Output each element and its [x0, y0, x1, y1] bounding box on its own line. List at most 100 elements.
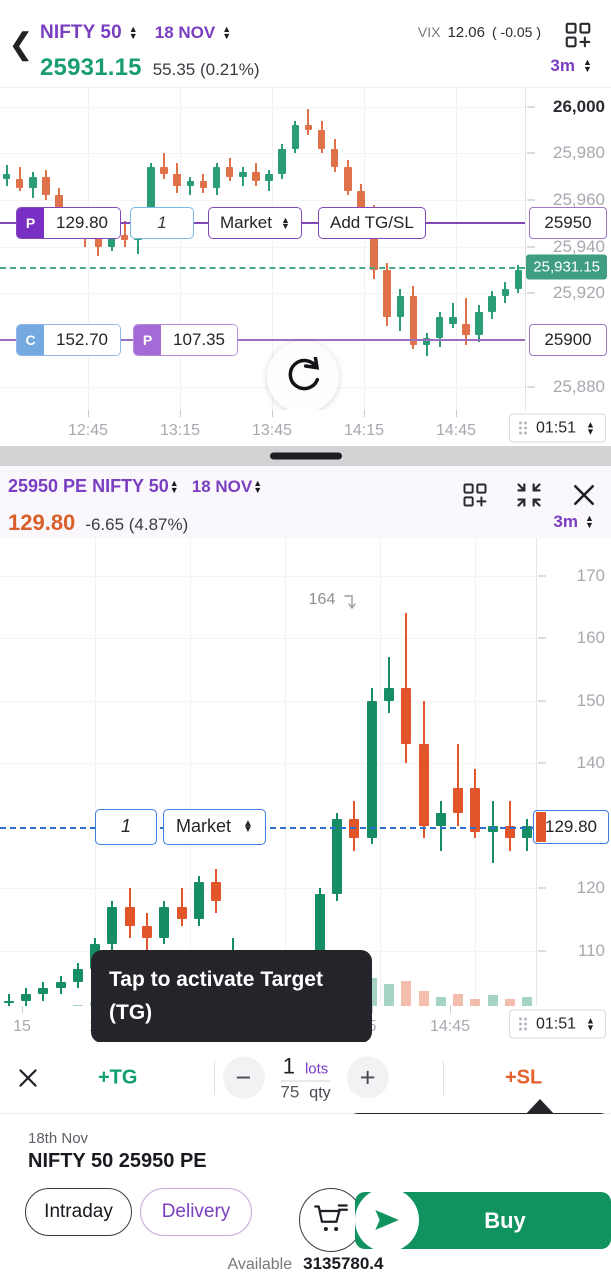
tooltip-arrow: [525, 1099, 555, 1115]
chart-time-pill[interactable]: 01:51 ▲ ▼: [508, 413, 606, 443]
volume-bar: [453, 993, 464, 1013]
option-price-row: 129.80 -6.65 (4.87%): [8, 510, 188, 536]
order-line[interactable]: [0, 339, 525, 341]
call-premium-value[interactable]: 152.70: [44, 325, 120, 355]
order-price-chip[interactable]: P 129.80: [16, 207, 121, 240]
y-axis-label: 160: [576, 628, 605, 647]
option-order-type-chevron-icon[interactable]: ▲ ▼: [243, 817, 253, 835]
lots-label: lots: [304, 1060, 329, 1077]
y-axis-tick: [538, 950, 546, 951]
order-type-chevron-icon[interactable]: ▲ ▼: [280, 215, 290, 232]
back-chevron-icon[interactable]: ❮: [8, 28, 34, 61]
current-price-marker: [536, 811, 546, 842]
order-instrument: NIFTY 50 25950 PE: [28, 1150, 207, 1172]
option-timeframe-selector[interactable]: 3m ▲ ▼: [553, 512, 595, 532]
order-tag-p2: P: [134, 325, 161, 355]
option-order-qty-chip[interactable]: 1: [95, 808, 157, 845]
top-chart-time-axis: 01:51 ▲ ▼ 12:45 13:15 13:45 14:15 14:45: [0, 410, 611, 446]
symbol-chevron-icon[interactable]: ▲ ▼: [128, 24, 138, 41]
y-axis-tick: [538, 887, 546, 889]
volume-bar: [435, 997, 446, 1013]
order-price-axis-tag-2[interactable]: 25900: [529, 324, 607, 356]
y-axis-label: 25,880: [553, 376, 605, 396]
order-type-chip[interactable]: Market ▲ ▼: [208, 207, 302, 240]
option-chart-plot[interactable]: 164 1 Market ▲ ▼: [0, 538, 536, 1013]
expiry-chevron-icon[interactable]: ▲ ▼: [222, 24, 232, 41]
product-intraday-button[interactable]: Intraday: [25, 1188, 132, 1236]
option-chart-price-axis[interactable]: 170 160 150 140 120 110 129.80: [533, 538, 611, 1013]
timeframe-selector[interactable]: 3m ▲ ▼: [550, 56, 593, 76]
close-tgsl-icon[interactable]: [8, 1058, 48, 1098]
drag-handle[interactable]: [269, 452, 342, 460]
top-chart-plot[interactable]: P 129.80 1 Market ▲ ▼ Add TG/SL C 152.70 P 107.35: [0, 88, 525, 410]
y-axis-label: 25,960: [553, 190, 605, 209]
option-symbol-chevron-icon[interactable]: ▲ ▼: [169, 477, 179, 495]
volume-bar: [470, 998, 481, 1013]
volume-bar: [487, 995, 498, 1013]
x-axis-tick: [272, 410, 273, 417]
volume-bar: [384, 984, 395, 1013]
y-axis-tick: [527, 106, 535, 108]
increase-quantity-button[interactable]: +: [346, 1056, 389, 1099]
order-premium-value[interactable]: 129.80: [44, 208, 120, 239]
top-chart-price-axis[interactable]: 26,000 25,980 25,960 25,940 25,920 25,880 25,9…: [525, 88, 611, 410]
x-axis-label: 13:15: [159, 422, 201, 439]
x-axis-label: 15: [13, 1018, 31, 1035]
drag-dots-icon: [518, 421, 527, 435]
grid-plus-icon[interactable]: [563, 20, 593, 50]
option-order-type-label: Market: [176, 816, 232, 837]
option-expiry-chevron-icon[interactable]: ▲ ▼: [253, 477, 263, 495]
quantity-display[interactable]: 1 lots 75 qty: [280, 1053, 331, 1102]
target-tooltip-text: Tap to activate Target (TG): [109, 968, 323, 1024]
volume-bar: [418, 990, 429, 1013]
collapse-icon[interactable]: [515, 481, 543, 514]
order-qty-chip[interactable]: 1: [130, 207, 194, 240]
top-price-chart[interactable]: P 129.80 1 Market ▲ ▼ Add TG/SL C 152.70 P 107.35 …: [0, 88, 611, 410]
y-axis-label: 26,000: [553, 96, 605, 116]
price-row: 25931.15 55.35 (0.21%): [40, 54, 260, 82]
vix-value: 12.06: [447, 24, 485, 41]
y-axis-label: 25,980: [553, 143, 605, 163]
option-expiry-label[interactable]: 18 NOV: [191, 476, 253, 496]
price-change: 55.35 (0.21%): [152, 60, 260, 79]
chart-split-divider[interactable]: [0, 446, 611, 466]
y-axis-label: 110: [577, 940, 605, 960]
order-price-axis-tag[interactable]: 25950: [529, 207, 607, 240]
high-annotation-arrow-icon: [344, 594, 358, 615]
cart-plus-icon[interactable]: [299, 1188, 363, 1252]
option-chart-time-pill[interactable]: 01:51 ▲ ▼: [508, 1009, 606, 1039]
qty-label: qty: [309, 1084, 331, 1101]
symbol-selector-row: NIFTY 50 ▲ ▼ 18 NOV ▲ ▼: [40, 22, 232, 44]
add-tgsl-chip[interactable]: Add TG/SL: [318, 207, 426, 240]
symbol-name[interactable]: NIFTY 50: [40, 22, 122, 43]
order-price-chip-call[interactable]: C 152.70: [16, 324, 121, 356]
order-price-chip-put[interactable]: P 107.35: [133, 324, 238, 356]
y-axis-label: 120: [576, 878, 605, 897]
put-premium-value[interactable]: 107.35: [161, 325, 237, 355]
option-symbol-name[interactable]: 25950 PE NIFTY 50: [8, 476, 169, 496]
x-axis-label: 14:45: [429, 1018, 471, 1035]
product-delivery-button[interactable]: Delivery: [140, 1188, 252, 1236]
y-axis-tick: [538, 700, 546, 701]
time-chevron-icon: ▲ ▼: [586, 419, 595, 436]
high-price-annotation: 164: [308, 590, 336, 608]
close-icon[interactable]: [569, 480, 599, 515]
order-type-label: Market: [220, 213, 272, 233]
refresh-icon[interactable]: [267, 341, 339, 410]
x-axis-label: 14:15: [343, 422, 385, 439]
grid-plus-icon[interactable]: [461, 481, 489, 514]
y-axis-tick: [538, 575, 546, 576]
timeframe-chevron-icon: ▲ ▼: [583, 57, 592, 74]
option-price-chart[interactable]: 164 1 Market ▲ ▼ 170 160 150 140 120 110 129.80: [0, 538, 611, 1013]
decrease-quantity-button[interactable]: −: [222, 1056, 265, 1099]
expiry-label[interactable]: 18 NOV: [154, 23, 216, 42]
y-axis-label: 25,920: [553, 283, 605, 303]
option-order-line[interactable]: [0, 826, 536, 829]
available-value: 3135780.4: [303, 1254, 384, 1273]
send-arrow-icon[interactable]: [355, 1188, 419, 1252]
option-header-actions: [461, 480, 599, 515]
add-target-button[interactable]: +TG: [98, 1066, 138, 1088]
add-stoploss-button[interactable]: +SL: [505, 1066, 543, 1088]
option-order-type-chip[interactable]: Market ▲ ▼: [163, 808, 266, 845]
